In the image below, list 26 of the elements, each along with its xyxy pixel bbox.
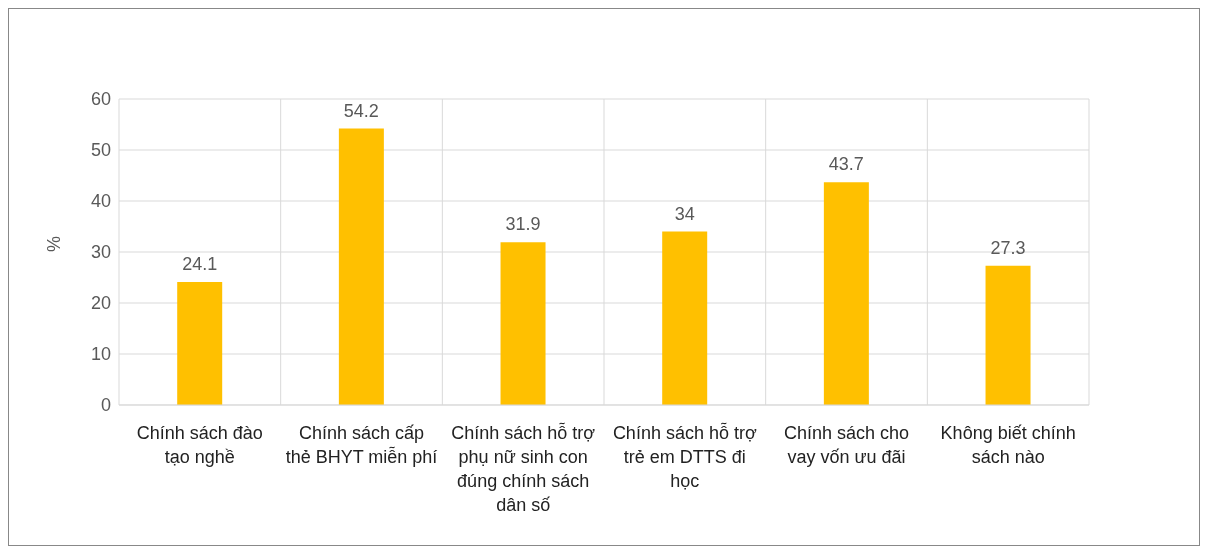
y-tick-label: 50	[90, 140, 111, 161]
bar	[823, 182, 869, 405]
bar	[338, 128, 384, 405]
x-tick-label: Chính sách đào tạo nghề	[136, 423, 263, 467]
data-label: 54.2	[343, 100, 379, 121]
y-tick-label: 20	[90, 293, 111, 314]
x-tick-label: Chính sách hỗ trợ phụ nữ sinh con đúng chính sách dân số	[451, 422, 596, 515]
data-label: 34	[674, 203, 695, 224]
x-tick-label: Chính sách cho vay vốn ưu đãi	[783, 423, 910, 467]
x-tick-label: Chính sách cấp thẻ BHYT miễn phí	[285, 423, 438, 467]
bar	[500, 242, 546, 405]
data-label: 24.1	[182, 254, 218, 275]
data-label: 31.9	[505, 214, 541, 235]
x-tick-label: Không biết chính sách nào	[940, 423, 1076, 467]
data-label: 27.3	[990, 237, 1026, 258]
y-tick-label: 60	[90, 89, 111, 110]
data-label: 43.7	[828, 154, 864, 175]
y-axis-title: %	[44, 235, 65, 252]
y-tick-label: 0	[100, 395, 111, 416]
bar	[985, 265, 1031, 405]
bar	[662, 231, 708, 405]
y-tick-label: 10	[90, 344, 111, 365]
y-tick-label: 40	[90, 191, 111, 212]
y-tick-label: 30	[90, 242, 111, 263]
bar	[177, 282, 223, 405]
x-tick-label: Chính sách hỗ trợ trẻ em DTTS đi học	[612, 422, 757, 491]
